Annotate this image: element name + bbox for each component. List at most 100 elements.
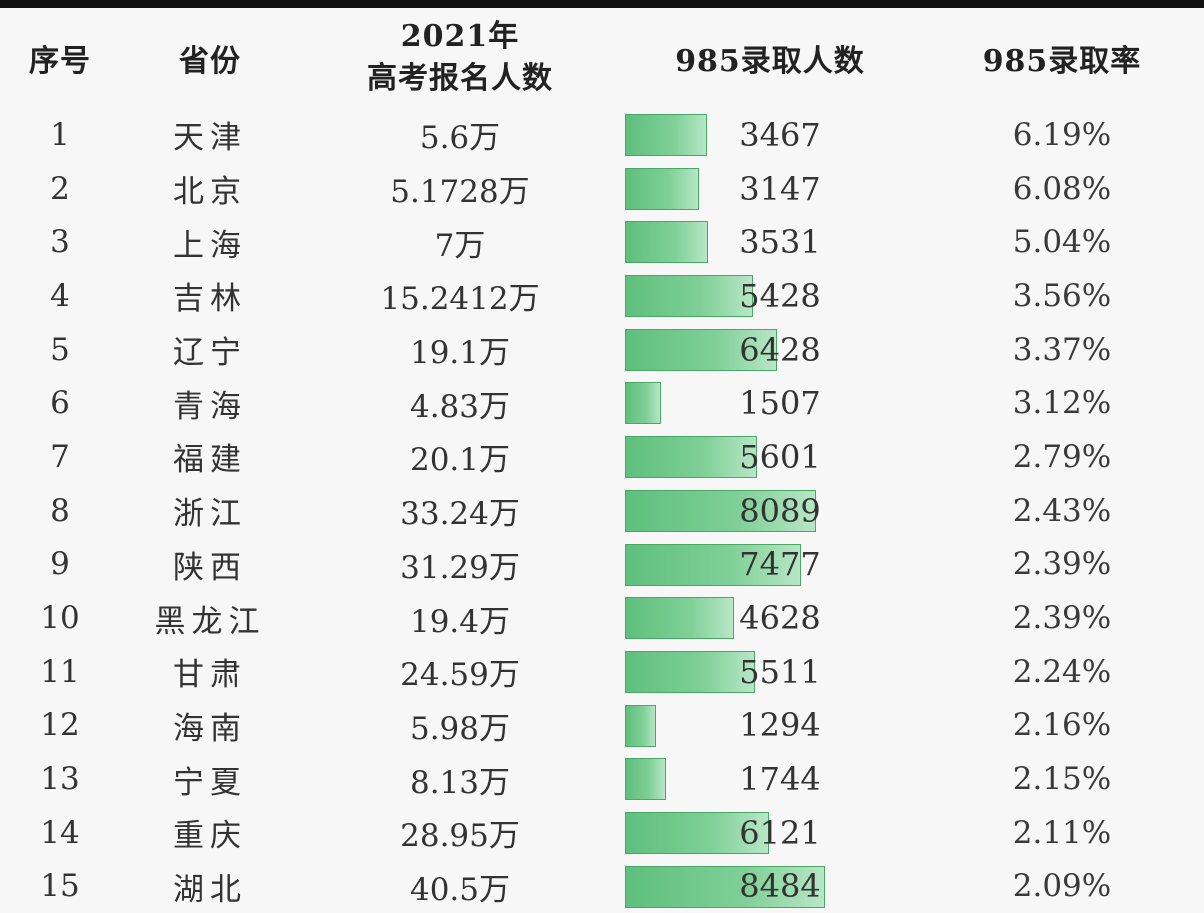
row-province: 福建: [173, 442, 247, 479]
row-rate: 5.04%: [1012, 224, 1112, 261]
admitted-bar: [625, 114, 707, 156]
admitted-bar: [625, 167, 699, 210]
row-admitted: 7477: [739, 545, 821, 584]
admitted-bar-track: [625, 811, 825, 854]
row-index: 10: [40, 600, 80, 637]
row-index: 2: [50, 170, 70, 207]
admitted-bar-track: [625, 328, 825, 371]
row-registrations: 40.5万: [409, 871, 511, 908]
row-admitted: 3531: [739, 223, 821, 262]
row-registrations: 20.1万: [409, 442, 511, 479]
row-province: 陕西: [173, 549, 247, 586]
admitted-bar: [625, 328, 777, 371]
header-province: 省份: [179, 44, 241, 79]
admitted-bar: [625, 382, 661, 425]
row-registrations: 5.1728万: [390, 174, 530, 211]
row-admitted: 1294: [739, 706, 821, 745]
row-admitted: 1744: [739, 760, 821, 799]
admitted-bar-track: [625, 275, 825, 318]
admitted-bar: [625, 436, 757, 479]
row-admitted: 8484: [739, 867, 821, 906]
row-index: 4: [50, 277, 70, 314]
row-admitted: 1507: [739, 384, 821, 423]
row-rate: 2.39%: [1012, 546, 1112, 583]
header-registrations: 2021年 高考报名人数: [300, 8, 620, 108]
row-admitted: 6121: [739, 813, 821, 852]
row-index: 15: [40, 868, 80, 905]
admitted-bar-track: [625, 597, 825, 640]
admitted-bar: [625, 489, 816, 532]
admitted-bar: [625, 758, 666, 801]
row-province: 青海: [173, 388, 247, 425]
table-row: 5 辽宁 19.1万 6428 3.37%: [0, 323, 1204, 377]
admitted-bar-track: [625, 382, 825, 425]
header-index: 序号: [29, 44, 91, 79]
row-registrations: 28.95万: [400, 818, 520, 855]
table-row: 12 海南 5.98万 1294 2.16%: [0, 699, 1204, 753]
row-registrations: 33.24万: [400, 496, 520, 533]
row-admitted: 4628: [739, 599, 821, 638]
table-row: 8 浙江 33.24万 8089 2.43%: [0, 484, 1204, 538]
row-admitted: 5428: [739, 276, 821, 315]
row-registrations: 19.4万: [409, 603, 511, 640]
row-province: 甘肃: [173, 657, 247, 694]
row-province: 吉林: [173, 281, 247, 318]
row-index: 9: [50, 546, 70, 583]
row-province: 湖北: [173, 871, 247, 908]
header-registrations-year: 2021年: [400, 19, 520, 54]
row-index: 1: [50, 116, 70, 153]
row-index: 11: [40, 653, 80, 690]
admitted-bar-track: [625, 758, 825, 801]
admitted-bar: [625, 275, 753, 318]
table-header: 序号 省份 2021年 高考报名人数 985录取人数 985录取率: [0, 8, 1204, 108]
row-admitted: 8089: [739, 491, 821, 530]
header-rate: 985录取率: [982, 44, 1142, 79]
admitted-bar-track: [625, 543, 825, 586]
row-registrations: 7万: [434, 227, 486, 264]
row-index: 7: [50, 438, 70, 475]
admitted-bar: [625, 865, 825, 908]
row-rate: 3.56%: [1012, 277, 1112, 314]
table-row: 10 黑龙江 19.4万 4628 2.39%: [0, 591, 1204, 645]
row-rate: 2.79%: [1012, 438, 1112, 475]
row-rate: 2.16%: [1012, 707, 1112, 744]
row-rate: 3.12%: [1012, 385, 1112, 422]
admitted-bar: [625, 811, 769, 854]
table-row: 9 陕西 31.29万 7477 2.39%: [0, 538, 1204, 592]
admitted-bar: [625, 597, 734, 640]
admitted-bar: [625, 704, 656, 747]
row-registrations: 24.59万: [400, 657, 520, 694]
row-registrations: 5.98万: [409, 710, 511, 747]
row-registrations: 31.29万: [400, 549, 520, 586]
admitted-bar-track: [625, 221, 825, 264]
row-registrations: 5.6万: [419, 120, 501, 157]
row-admitted: 5601: [739, 437, 821, 476]
admitted-bar-track: [625, 704, 825, 747]
admitted-bar-track: [625, 865, 825, 908]
row-province: 黑龙江: [154, 603, 266, 640]
row-admitted: 3467: [739, 115, 821, 154]
table-row: 15 湖北 40.5万 8484 2.09%: [0, 860, 1204, 913]
row-province: 北京: [173, 174, 247, 211]
row-rate: 2.09%: [1012, 868, 1112, 905]
row-registrations: 15.2412万: [380, 281, 540, 318]
row-province: 上海: [173, 227, 247, 264]
table-row: 13 宁夏 8.13万 1744 2.15%: [0, 752, 1204, 806]
row-rate: 2.43%: [1012, 492, 1112, 529]
row-index: 6: [50, 385, 70, 422]
table-body: 1 天津 5.6万 3467 6.19% 2 北京 5.1728万 3147 6.08% 3 上海 7万…: [0, 108, 1204, 913]
row-index: 8: [50, 492, 70, 529]
row-index: 13: [40, 761, 80, 798]
row-admitted: 6428: [739, 330, 821, 369]
admitted-bar-track: [625, 650, 825, 693]
top-border: [0, 0, 1204, 8]
table-row: 1 天津 5.6万 3467 6.19%: [0, 108, 1204, 162]
row-rate: 2.39%: [1012, 600, 1112, 637]
admitted-bar-track: [625, 167, 825, 210]
header-admitted: 985录取人数: [675, 44, 865, 79]
row-province: 天津: [173, 120, 247, 157]
row-admitted: 5511: [739, 652, 821, 691]
row-registrations: 8.13万: [409, 764, 511, 801]
row-registrations: 4.83万: [409, 388, 511, 425]
admitted-bar: [625, 543, 801, 586]
